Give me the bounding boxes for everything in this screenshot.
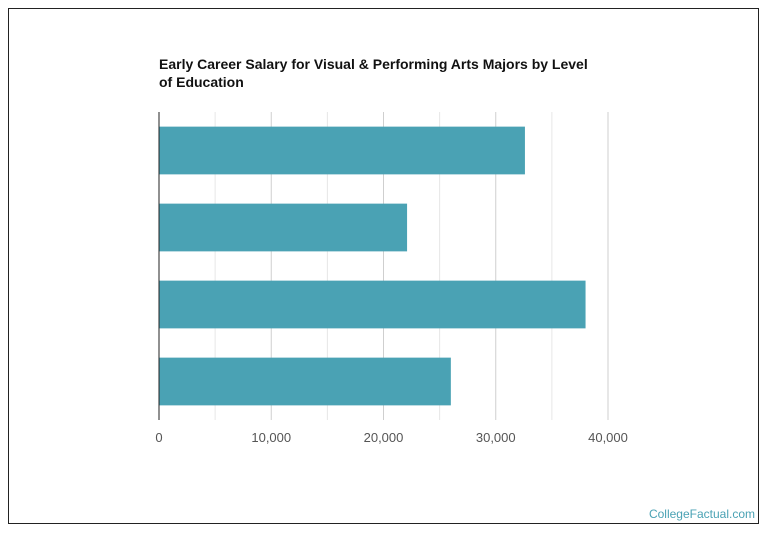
x-tick-label: 30,000 bbox=[476, 430, 516, 445]
brand-watermark: CollegeFactual.com bbox=[648, 507, 755, 521]
x-axis-ticks: 0 10,000 20,000 30,000 40,000 bbox=[155, 430, 628, 445]
x-tick-label: 40,000 bbox=[588, 430, 628, 445]
bar-1[interactable] bbox=[159, 126, 525, 175]
x-tick-label: 20,000 bbox=[364, 430, 404, 445]
x-tick-label: 0 bbox=[155, 430, 162, 445]
bars bbox=[159, 126, 586, 406]
bar-2[interactable] bbox=[159, 203, 408, 252]
bar-3[interactable] bbox=[159, 280, 586, 329]
chart-title: Early Career Salary for Visual & Perform… bbox=[159, 56, 588, 90]
bar-4[interactable] bbox=[159, 357, 451, 406]
x-tick-label: 10,000 bbox=[251, 430, 291, 445]
